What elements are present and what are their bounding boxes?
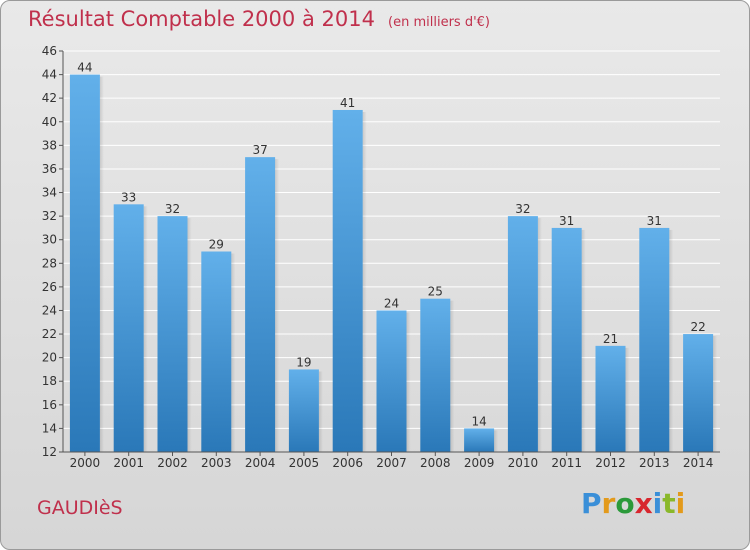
chart-subtitle: (en milliers d'€): [388, 15, 490, 30]
bar-shadow: [143, 206, 148, 452]
data-label: 44: [77, 61, 92, 75]
bar-2010: [507, 216, 538, 452]
bar-shadow: [537, 218, 542, 452]
y-tick-label: 36: [42, 162, 57, 176]
bar-2009: [464, 428, 495, 452]
x-tick-label: 2004: [245, 456, 276, 470]
bar-2001: [113, 204, 144, 452]
bar-shadow: [187, 218, 192, 452]
x-tick-label: 2011: [551, 456, 582, 470]
x-tick-label: 2008: [420, 456, 451, 470]
x-tick-label: 2001: [113, 456, 144, 470]
bar-shadow: [362, 111, 367, 453]
y-tick-label: 14: [42, 421, 57, 435]
x-tick-label: 2005: [289, 456, 320, 470]
y-tick-label: 22: [42, 327, 57, 341]
bar-shadow: [713, 336, 718, 452]
y-tick-label: 42: [42, 91, 57, 105]
x-tick-label: 2006: [332, 456, 363, 470]
bar-2005: [288, 369, 319, 452]
y-tick-label: 40: [42, 115, 57, 129]
x-tick-label: 2014: [683, 456, 714, 470]
y-tick-label: 32: [42, 209, 57, 223]
data-label: 14: [471, 414, 486, 428]
bar-shadow: [231, 253, 236, 452]
y-tick-label: 44: [42, 68, 57, 82]
data-label: 41: [340, 96, 355, 110]
bar-shadow: [581, 229, 586, 452]
bar-2003: [201, 251, 232, 452]
y-tick-label: 16: [42, 398, 57, 412]
proxiti-logo: Proxiti: [581, 487, 686, 520]
bar-shadow: [625, 347, 630, 452]
bar-2007: [376, 310, 407, 452]
x-tick-label: 2012: [595, 456, 626, 470]
bar-2012: [595, 345, 626, 452]
y-tick-label: 26: [42, 280, 57, 294]
bar-shadow: [99, 76, 104, 453]
chart-title: Résultat Comptable 2000 à 2014: [28, 7, 375, 31]
bar-2002: [157, 216, 188, 452]
y-tick-label: 28: [42, 256, 57, 270]
bar-shadow: [318, 371, 323, 452]
data-label: 29: [209, 238, 224, 252]
y-tick-label: 38: [42, 138, 57, 152]
data-label: 22: [690, 320, 705, 334]
data-label: 21: [603, 332, 618, 346]
x-tick-label: 2007: [376, 456, 407, 470]
y-tick-label: 18: [42, 374, 57, 388]
bar-2014: [683, 334, 714, 452]
bar-shadow: [494, 430, 499, 452]
y-tick-label: 34: [42, 186, 57, 200]
x-tick-label: 2013: [639, 456, 670, 470]
chart-title-block: Résultat Comptable 2000 à 2014 (en milli…: [28, 7, 490, 31]
data-label: 32: [165, 202, 180, 216]
bar-shadow: [406, 312, 411, 452]
bar-2000: [69, 74, 100, 453]
x-tick-label: 2010: [508, 456, 539, 470]
x-tick-label: 2003: [201, 456, 232, 470]
data-label: 33: [121, 190, 136, 204]
y-tick-label: 24: [42, 303, 57, 317]
y-tick-label: 20: [42, 351, 57, 365]
commune-name: GAUDIèS: [37, 497, 123, 519]
y-tick-label: 12: [42, 445, 57, 459]
data-label: 31: [647, 214, 662, 228]
x-tick-label: 2000: [70, 456, 101, 470]
bar-2013: [639, 227, 670, 452]
data-label: 31: [559, 214, 574, 228]
bar-2011: [551, 227, 582, 452]
data-label: 19: [296, 355, 311, 369]
data-label: 25: [428, 285, 443, 299]
bar-2004: [245, 157, 276, 452]
y-tick-label: 46: [42, 44, 57, 58]
data-label: 32: [515, 202, 530, 216]
y-tick-label: 30: [42, 233, 57, 247]
data-label: 37: [252, 143, 267, 157]
data-label: 24: [384, 296, 399, 310]
bar-shadow: [275, 159, 280, 452]
x-tick-label: 2009: [464, 456, 495, 470]
bar-shadow: [450, 300, 455, 452]
bar-2006: [332, 109, 363, 453]
bar-shadow: [669, 229, 674, 452]
bar-2008: [420, 298, 451, 452]
x-tick-label: 2002: [157, 456, 188, 470]
